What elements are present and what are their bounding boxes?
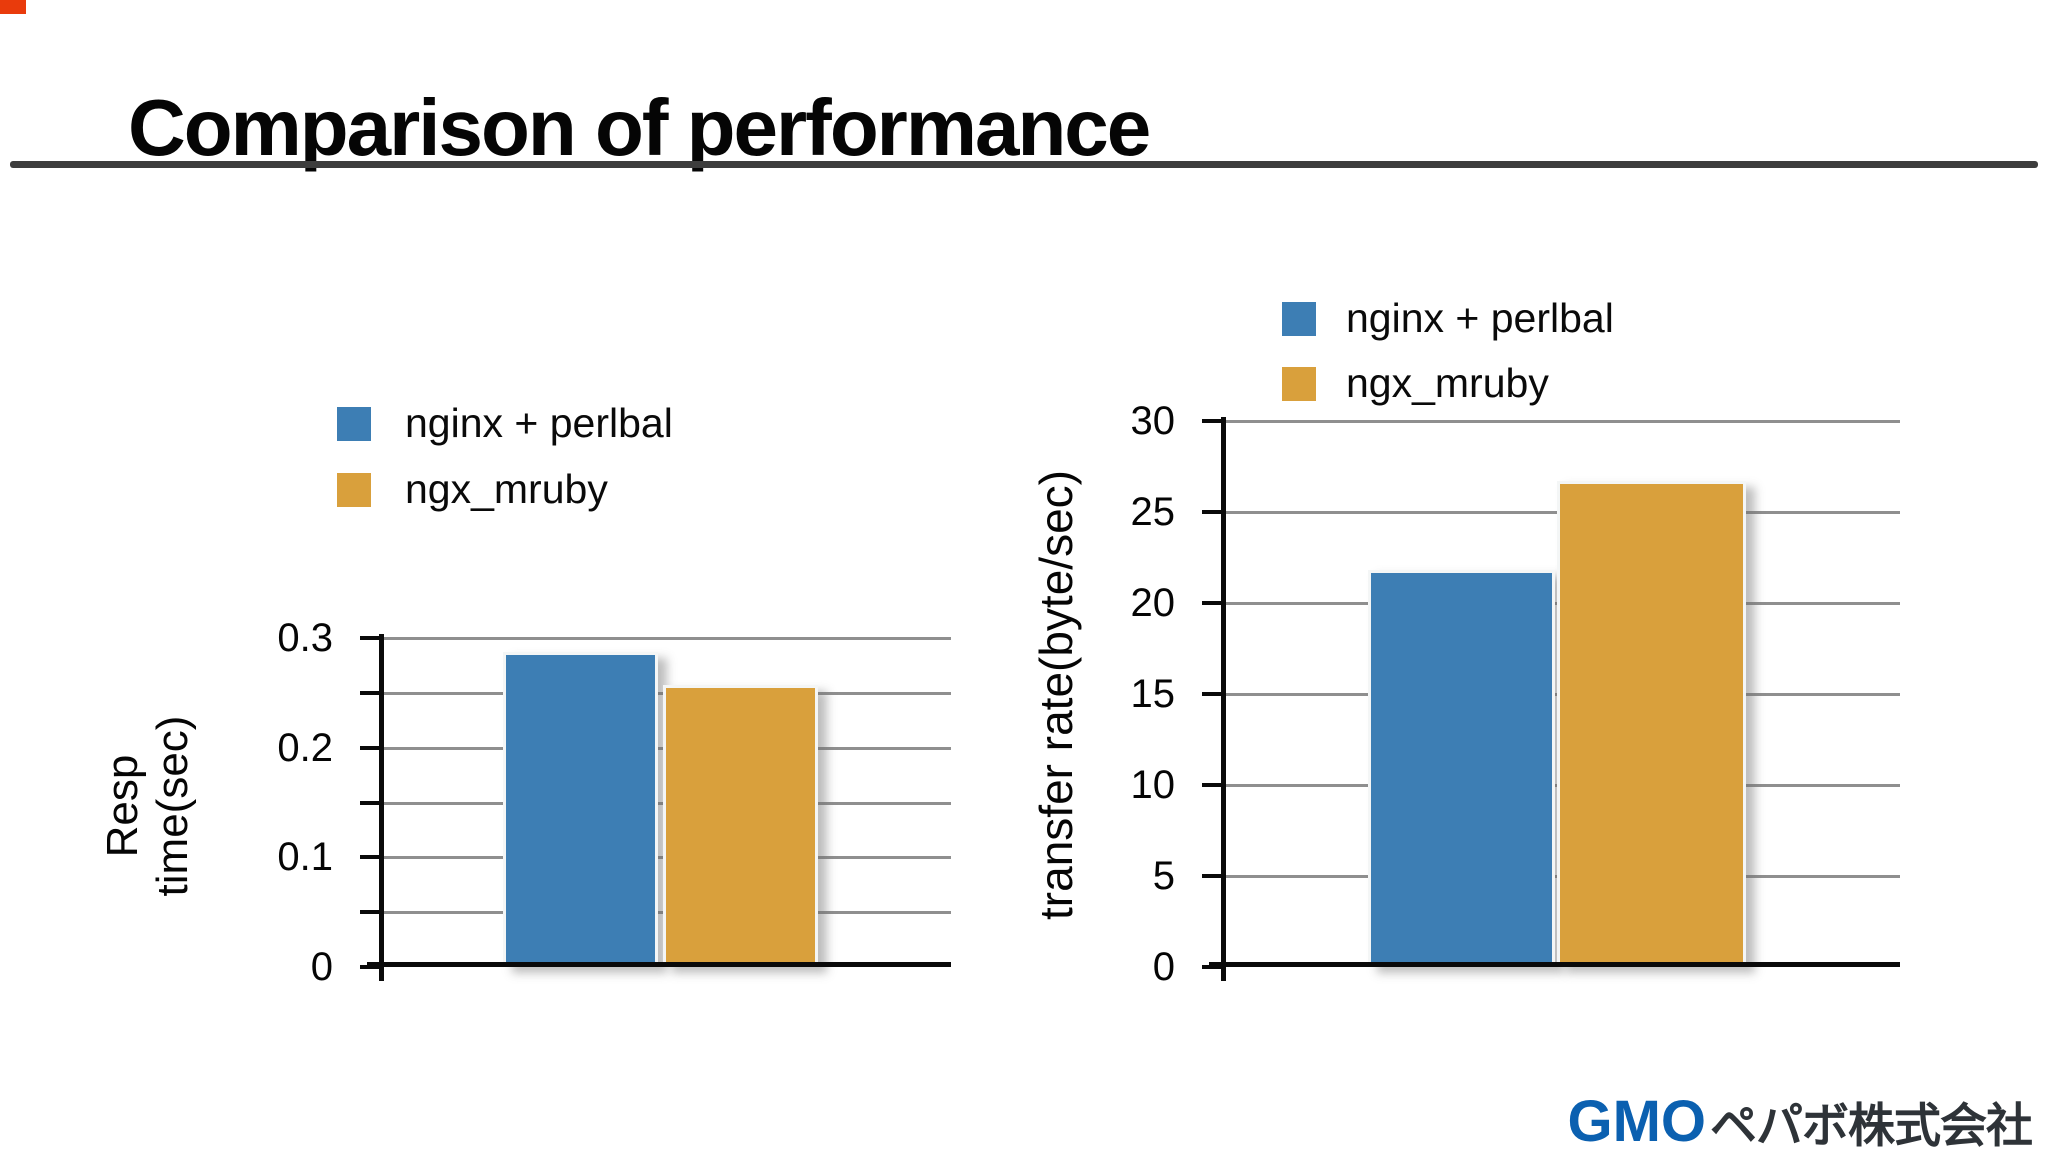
y-tick-label: 5	[1152, 854, 1175, 898]
legend-label: nginx + perlbal	[405, 400, 673, 446]
gridline	[379, 637, 951, 640]
y-axis-line	[1221, 417, 1226, 981]
chart-resp-time-plot: 0.3 0.2 0.1 0	[277, 616, 951, 989]
x-axis-line	[367, 962, 951, 967]
y-tick-label: 30	[1130, 399, 1176, 443]
axis-tick	[360, 910, 379, 915]
legend-item-ngx-mruby: ngx_mruby	[337, 466, 608, 513]
axis-tick	[1202, 874, 1221, 878]
axis-tick	[360, 690, 379, 695]
y-tick-label: 15	[1130, 672, 1176, 716]
y-tick-label: 0.3	[277, 616, 333, 660]
slide-corner-marker	[0, 0, 26, 14]
bar-nginx-perlbal	[1368, 570, 1555, 967]
y-axis-title-line: time(sec)	[148, 715, 197, 897]
legend-item-nginx-perlbal: nginx + perlbal	[1282, 295, 1614, 342]
axis-tick	[360, 965, 379, 969]
x-axis-line	[1209, 962, 1900, 967]
axis-tick	[1202, 965, 1221, 969]
bar-ngx-mruby	[663, 685, 818, 967]
legend-label: nginx + perlbal	[1346, 295, 1614, 341]
axis-tick	[1202, 510, 1221, 514]
y-tick-label: 10	[1130, 763, 1176, 807]
logo-company-text: ペパボ株式会社	[1710, 1098, 2033, 1152]
legend-swatch-orange	[1282, 366, 1316, 401]
axis-tick	[360, 855, 379, 860]
axis-tick	[1202, 783, 1221, 787]
y-tick-label: 0	[310, 945, 333, 989]
legend-item-nginx-perlbal: nginx + perlbal	[337, 400, 673, 447]
legend-label: ngx_mruby	[1346, 360, 1549, 406]
axis-tick	[360, 636, 379, 640]
axis-tick	[1202, 419, 1221, 423]
legend-label: ngx_mruby	[405, 466, 608, 512]
logo-gmo-text: GMO	[1567, 1088, 1706, 1152]
y-tick-label: 25	[1130, 490, 1176, 534]
chart-transfer-rate-plot: 30 25 20 15 10 5 0	[1131, 399, 1900, 989]
title-underline	[10, 161, 2038, 168]
legend-item-ngx-mruby: ngx_mruby	[1282, 360, 1549, 407]
gmo-pepabo-logo: GMO ペパボ株式会社	[1567, 1089, 2033, 1152]
y-axis-line	[379, 634, 384, 981]
y-tick-label: 0.2	[277, 725, 333, 770]
legend-swatch-orange	[337, 472, 371, 507]
axis-tick	[360, 745, 379, 750]
y-tick-label: 0	[1152, 945, 1175, 989]
y-tick-label: 20	[1130, 581, 1176, 625]
gridline	[1221, 420, 1900, 423]
legend-swatch-blue	[1282, 301, 1316, 336]
y-axis-title-resp-time: Resp time(sec)	[98, 716, 198, 897]
y-tick-label: 0.1	[277, 835, 333, 880]
bar-nginx-perlbal	[503, 652, 658, 967]
axis-tick	[1202, 692, 1221, 696]
legend-swatch-blue	[337, 406, 371, 441]
axis-tick	[1202, 601, 1221, 605]
bar-ngx-mruby	[1557, 481, 1746, 967]
page-title: Comparison of performance	[128, 82, 1151, 172]
axis-tick	[360, 800, 379, 805]
y-axis-title-line: Resp	[98, 754, 147, 858]
